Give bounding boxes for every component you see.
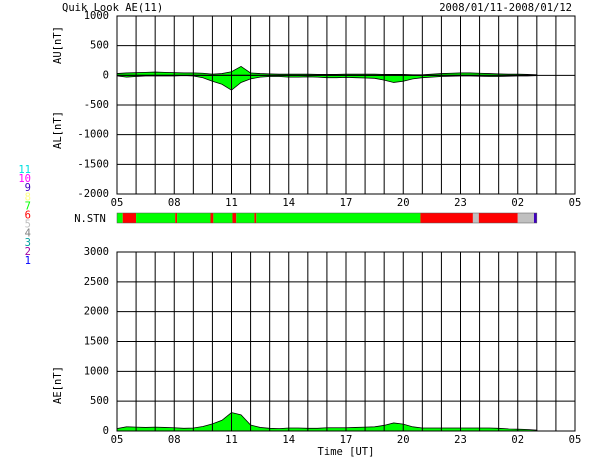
x-tick-label: 23	[454, 197, 467, 209]
x-tick-label: 11	[225, 434, 238, 446]
station-segment	[177, 213, 211, 223]
station-segment	[236, 213, 255, 223]
y-tick-label: 500	[90, 40, 109, 52]
legend-label: 2	[25, 246, 31, 258]
x-tick-label: 17	[340, 434, 353, 446]
x-tick-label: 02	[511, 434, 524, 446]
station-segment	[210, 213, 214, 223]
y-tick-label: 0	[103, 69, 109, 81]
legend-label: 3	[25, 237, 31, 249]
x-tick-label: 14	[282, 434, 295, 446]
station-segment	[136, 213, 176, 223]
date-range: 2008/01/11-2008/01/12	[439, 2, 572, 14]
x-tick-label: 08	[168, 197, 181, 209]
x-tick-label: 05	[111, 434, 124, 446]
station-segment	[517, 213, 534, 223]
x-tick-label: 20	[397, 434, 410, 446]
x-tick-label: 05	[111, 197, 124, 209]
x-axis-label: Time [UT]	[318, 446, 375, 458]
y-tick-label: 500	[90, 395, 109, 407]
station-segment	[472, 213, 479, 223]
y-tick-label: 2500	[84, 276, 109, 288]
plot-frame	[116, 15, 576, 195]
x-tick-label: 05	[569, 434, 582, 446]
legend-label: 6	[25, 210, 31, 222]
station-segment	[478, 213, 518, 223]
legend-label: 9	[25, 182, 31, 194]
x-tick-label: 02	[511, 197, 524, 209]
y-tick-label: -500	[84, 99, 109, 111]
legend-label: 7	[25, 200, 31, 212]
legend-label: 5	[25, 219, 31, 231]
station-segment	[175, 213, 178, 223]
y-tick-label: -1500	[77, 158, 109, 170]
title: Quik Look AE(11)	[62, 2, 163, 14]
y-tick-label: 1500	[84, 336, 109, 348]
x-tick-label: 14	[282, 197, 295, 209]
plot-frame	[116, 251, 576, 432]
y-tick-label: 0	[103, 425, 109, 437]
station-segment	[533, 213, 537, 223]
y-tick-label: 2000	[84, 306, 109, 318]
x-tick-label: 05	[569, 197, 582, 209]
x-tick-label: 23	[454, 434, 467, 446]
station-segment	[117, 213, 123, 223]
y-tick-label: -1000	[77, 129, 109, 141]
legend-label: 4	[25, 228, 31, 240]
legend-label: 10	[18, 173, 31, 185]
station-segment	[256, 213, 421, 223]
station-frame	[116, 212, 538, 224]
y-axis-label: AU[nT]	[52, 26, 64, 64]
legend-label: 1	[25, 255, 31, 267]
y-tick-label: 3000	[84, 246, 109, 258]
station-segment	[254, 213, 257, 223]
legend-label: 11	[18, 164, 31, 176]
y-tick-label: 1000	[84, 10, 109, 22]
station-segment	[420, 213, 473, 223]
y-axis-label: AL[nT]	[52, 111, 64, 149]
y-tick-label: -2000	[77, 188, 109, 200]
y-tick-label: 1000	[84, 365, 109, 377]
stn-label: N.STN	[74, 213, 106, 225]
area	[116, 65, 538, 76]
area	[116, 412, 538, 432]
y-axis-label: AE[nT]	[52, 366, 64, 404]
legend-label: 8	[25, 191, 31, 203]
station-segment	[232, 213, 237, 223]
x-tick-label: 08	[168, 434, 181, 446]
station-segment	[122, 213, 137, 223]
x-tick-label: 20	[397, 197, 410, 209]
x-tick-label: 11	[225, 197, 238, 209]
station-segment	[213, 213, 233, 223]
x-tick-label: 17	[340, 197, 353, 209]
